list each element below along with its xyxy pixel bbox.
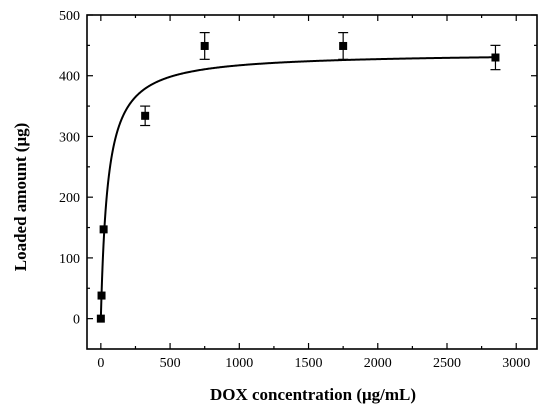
plot-border	[86, 14, 538, 350]
data-point	[99, 225, 108, 234]
y-tick-label: 100	[59, 252, 80, 267]
y-tick-label: 400	[59, 70, 80, 85]
x-axis-title: DOX concentration (μg/mL)	[210, 385, 416, 404]
x-tick-label: 2000	[364, 356, 392, 371]
data-point	[339, 41, 348, 50]
fit-curve-group	[99, 56, 496, 319]
data-point	[96, 314, 105, 323]
y-tick-label: 0	[73, 313, 80, 328]
plot-frame	[86, 14, 538, 350]
fit-curve	[99, 56, 496, 319]
data-point	[200, 41, 209, 50]
y-tick-label: 200	[59, 191, 80, 206]
data-point	[491, 53, 500, 62]
data-point	[97, 291, 106, 300]
y-axis-ticks: 0 100 200 300 400 500	[59, 9, 537, 328]
x-tick-label: 3000	[502, 356, 530, 371]
x-tick-label: 2500	[433, 356, 461, 371]
data-points	[96, 32, 501, 323]
x-tick-label: 1000	[225, 356, 253, 371]
y-tick-label: 500	[59, 9, 80, 24]
x-tick-label: 500	[160, 356, 181, 371]
x-tick-label: 1500	[295, 356, 323, 371]
data-point	[141, 111, 150, 120]
x-axis-ticks: 0 500 1000 1500 2000 2500 3000	[97, 15, 530, 371]
x-tick-label: 0	[97, 356, 104, 371]
y-tick-label: 300	[59, 130, 80, 145]
y-axis-title: Loaded amount (μg)	[11, 123, 30, 271]
